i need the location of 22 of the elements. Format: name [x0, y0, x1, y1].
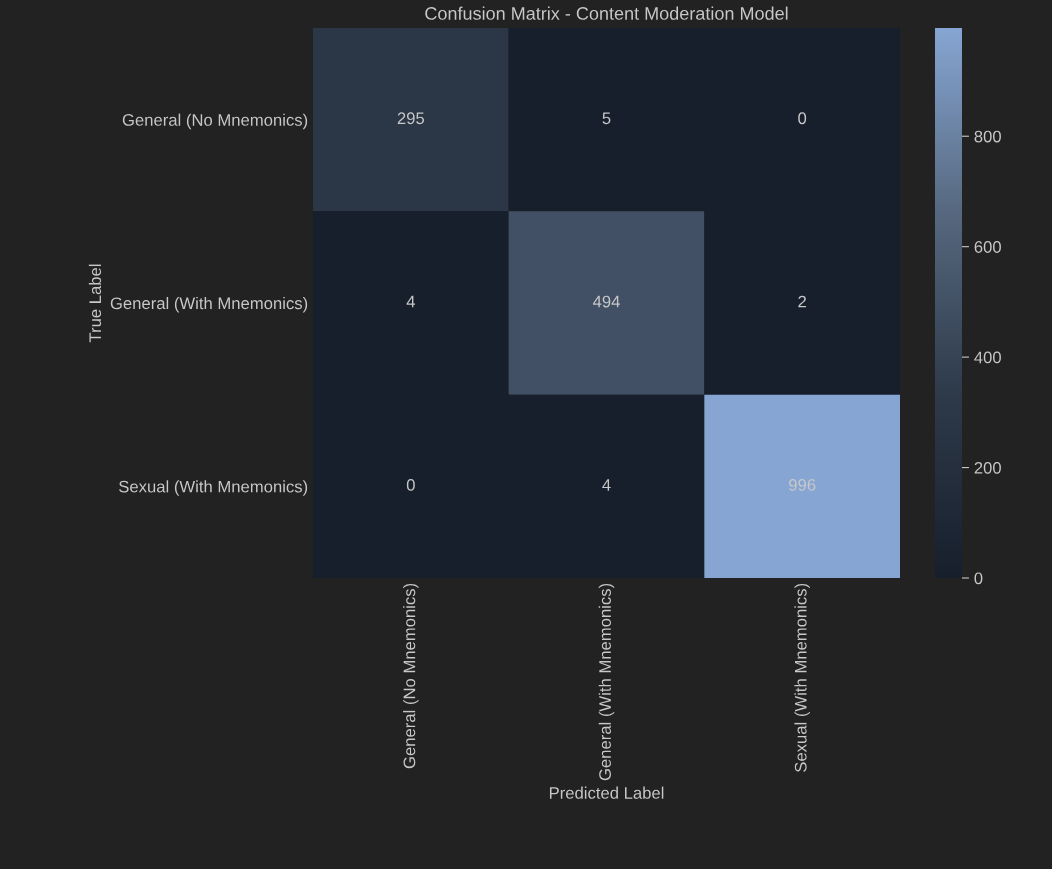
data-label: 5	[602, 112, 611, 125]
y-tick-label: General (With Mnemonics)	[110, 296, 308, 313]
color-bar-label: 600	[974, 241, 1001, 253]
data-label: 0	[798, 112, 807, 125]
y-axis-title: True Label	[88, 264, 102, 343]
x-tick-label: General (With Mnemonics)	[598, 583, 615, 781]
data-label: 996	[789, 479, 816, 491]
y-tick-label: Sexual (With Mnemonics)	[119, 480, 308, 496]
y-tick-label: General (No Mnemonics)	[122, 113, 308, 130]
x-tick-label: Sexual (With Mnemonics)	[794, 583, 810, 772]
x-axis-title: Predicted Label	[549, 786, 664, 799]
chart-title: Confusion Matrix - Content Moderation Model	[425, 6, 788, 20]
data-label: 2	[798, 295, 806, 308]
data-label: 494	[592, 295, 620, 308]
data-label: 4	[602, 479, 611, 491]
color-bar-label: 800	[974, 130, 1001, 143]
data-label: 0	[406, 479, 415, 491]
color-bar-label: 200	[974, 461, 1001, 474]
color-bar-label: 400	[974, 351, 1001, 364]
data-label: 4	[406, 295, 415, 308]
color-bar-label: 0	[974, 572, 983, 585]
data-label: 295	[397, 112, 425, 125]
